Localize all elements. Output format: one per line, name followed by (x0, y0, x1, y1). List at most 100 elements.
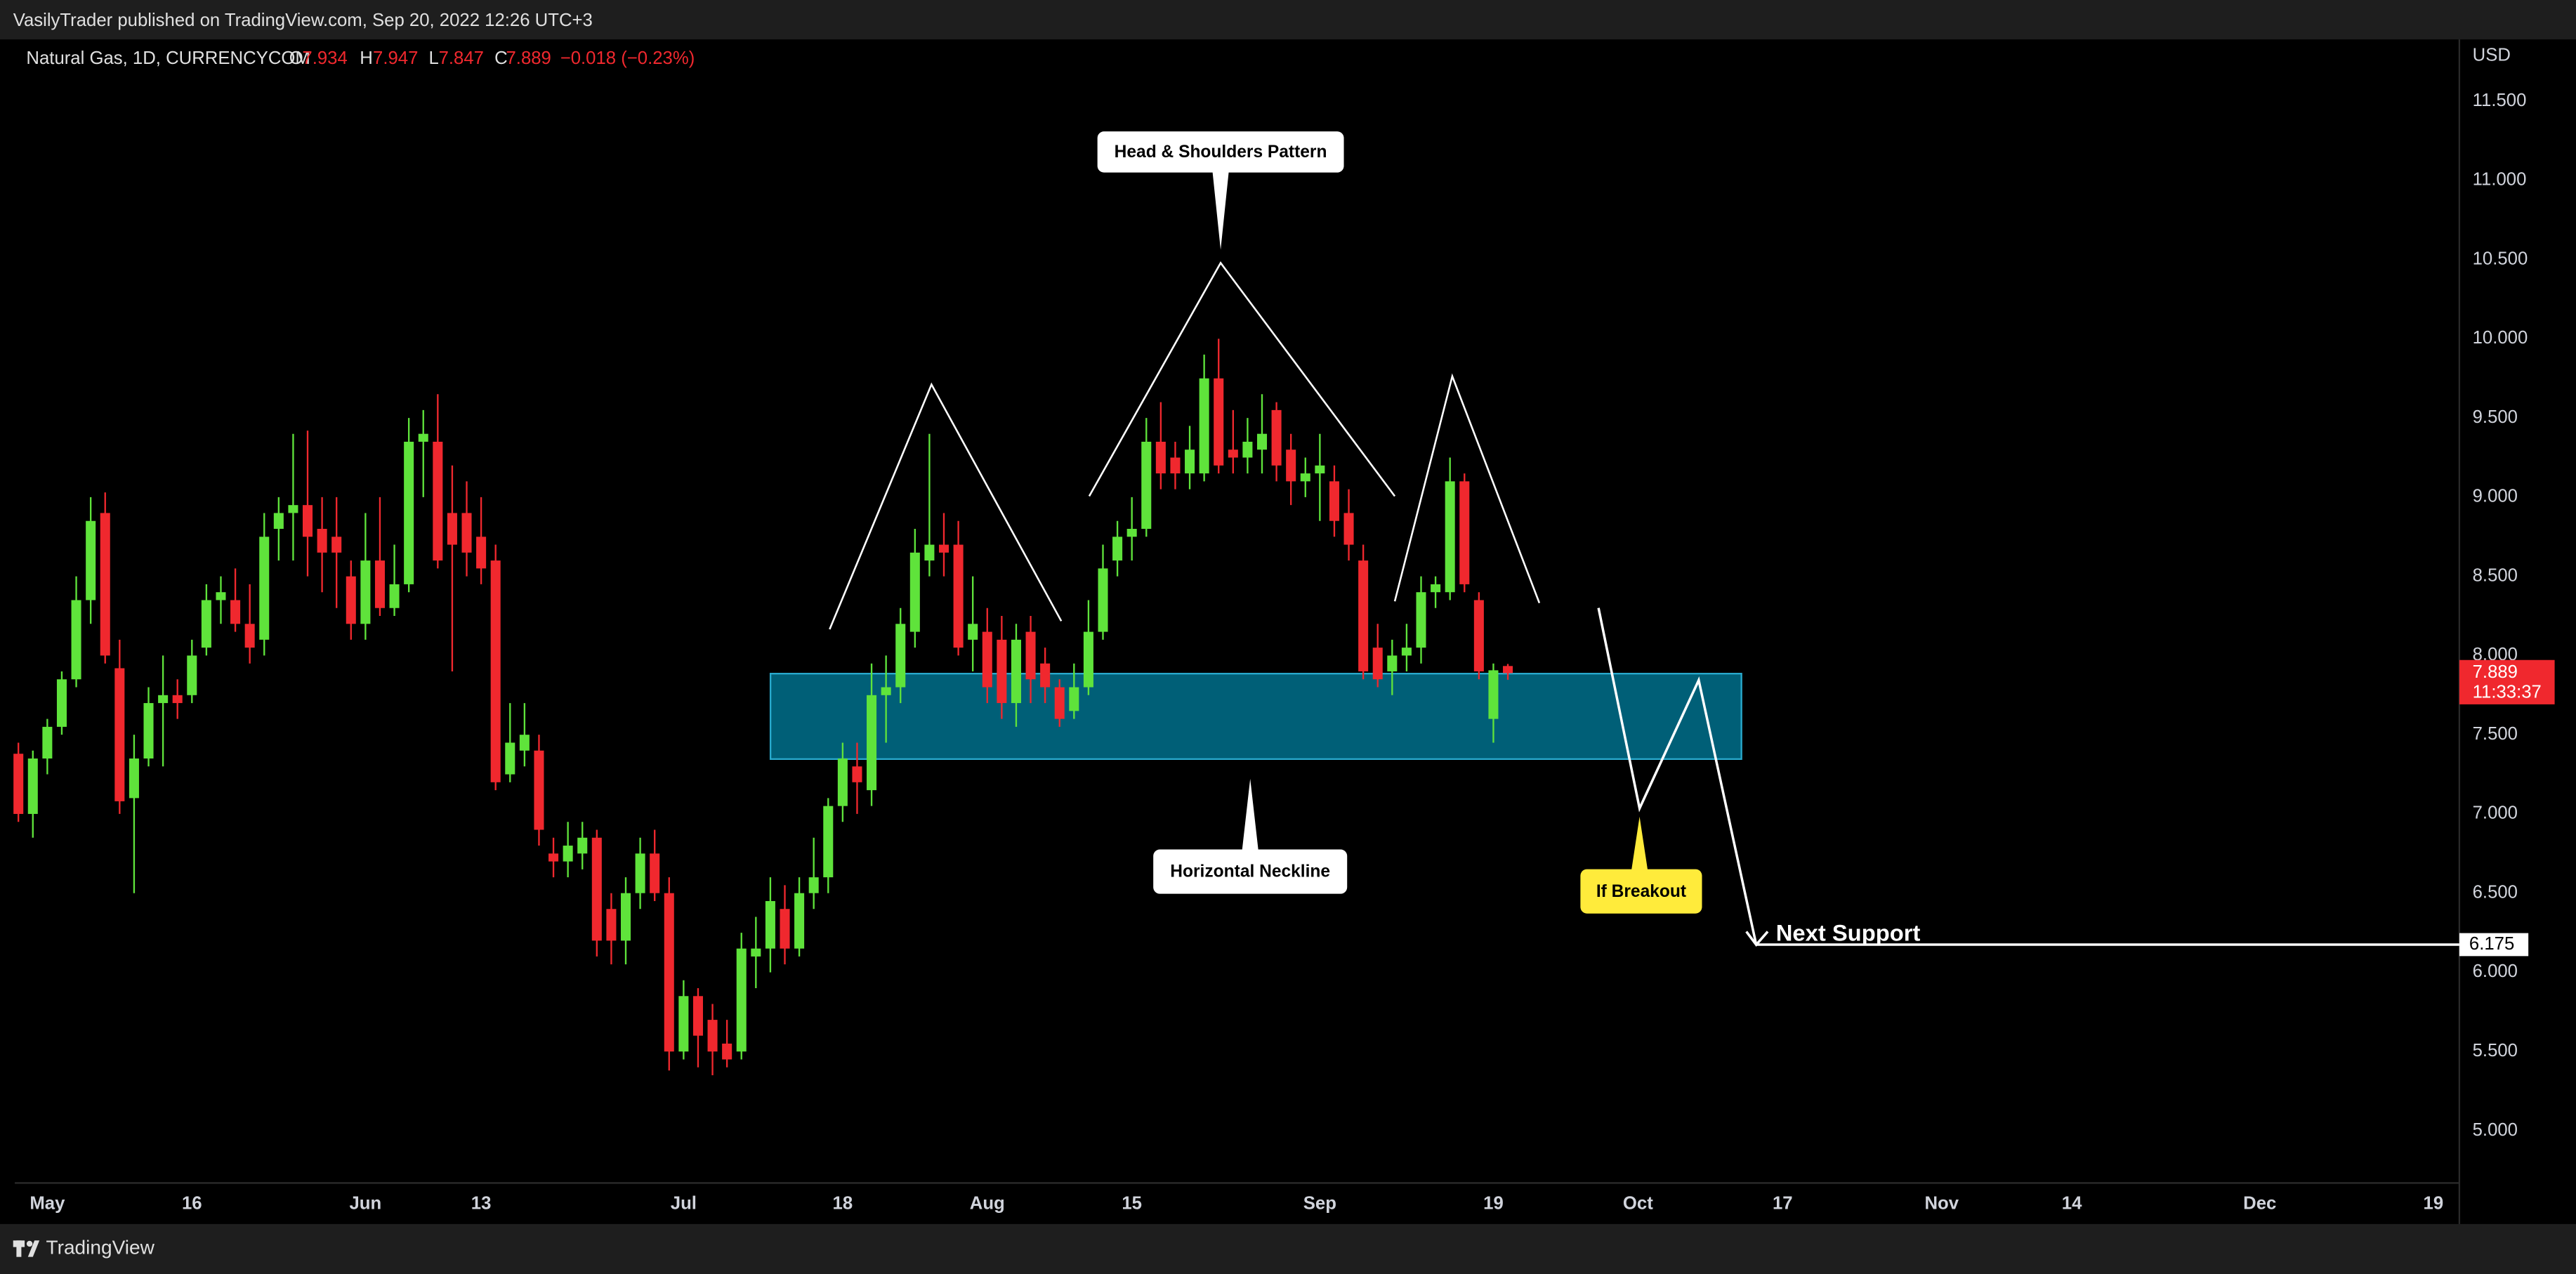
candle-body (823, 806, 834, 878)
candle-body (938, 544, 949, 553)
candle-body (867, 695, 877, 791)
top-bar (0, 0, 2576, 40)
candle-body (1315, 465, 1325, 474)
y-tick-label: 10.000 (2473, 328, 2528, 348)
candle-body (794, 893, 805, 949)
candle-body (997, 639, 1007, 704)
candle-body (808, 877, 819, 893)
candle-body (1256, 433, 1268, 450)
ohlc-letter: C (494, 48, 508, 68)
y-axis-label: USD (2473, 45, 2511, 65)
callout-box (1153, 849, 1348, 894)
candle-body (13, 754, 24, 814)
x-tick-label: Dec (2243, 1194, 2276, 1214)
candle-body (172, 695, 183, 704)
candle-body (56, 679, 67, 727)
callout-pointer (1242, 778, 1259, 851)
y-tick-label: 5.500 (2473, 1041, 2518, 1060)
price-tag-value: 7.889 (2473, 662, 2518, 682)
legend: Natural Gas, 1D, CURRENCYCOM O 7.934 H 7… (26, 48, 695, 68)
candle-body (534, 750, 544, 830)
head (1088, 261, 1396, 497)
candle-body (42, 726, 53, 759)
candle-body (953, 544, 964, 648)
neckline-callout: Horizontal Neckline (1153, 778, 1348, 894)
candle-body (1401, 648, 1412, 656)
candle-body (346, 576, 356, 624)
candle-body (722, 1043, 732, 1060)
callout-box (1097, 131, 1344, 173)
candle-body (1069, 687, 1079, 711)
candle-body (519, 735, 530, 751)
candle-body (1126, 529, 1137, 537)
y-tick-label: 11.500 (2473, 91, 2527, 110)
candle-body (1083, 631, 1093, 688)
neckline-zone (769, 672, 1742, 760)
brand: TradingView (46, 1236, 155, 1258)
candle-body (780, 909, 790, 949)
candle-body (837, 759, 848, 806)
x-tick-label: Sep (1303, 1194, 1336, 1214)
y-tick-label: 8.500 (2473, 565, 2518, 585)
high-value: 7.947 (373, 48, 418, 68)
y-tick-label: 5.000 (2473, 1120, 2518, 1140)
candle-body (100, 513, 110, 656)
candle-body (924, 544, 935, 561)
logo (13, 1240, 40, 1257)
x-tick-label: 17 (1773, 1194, 1793, 1214)
candle-body (1459, 481, 1470, 584)
candle-body (1185, 449, 1195, 474)
x-tick-label: 15 (1122, 1194, 1142, 1214)
logo-part (26, 1240, 33, 1247)
candle-body (273, 513, 284, 530)
candle-body (1170, 457, 1181, 474)
callout-pointer (1631, 816, 1648, 871)
x-tick-label: May (29, 1194, 65, 1214)
x-tick-label: 14 (2062, 1194, 2082, 1214)
candle-body (259, 537, 270, 640)
x-tick-label: 19 (1483, 1194, 1504, 1214)
y-tick-label: 6.500 (2473, 882, 2518, 902)
candle-body (1416, 592, 1426, 648)
candle-body (606, 909, 617, 941)
candle-body (1228, 449, 1238, 458)
candle-body (114, 668, 125, 801)
callout-pointer (1212, 171, 1229, 250)
support-label: Next Support (1776, 920, 1921, 946)
candle-body (360, 560, 371, 624)
candle-body (765, 900, 775, 949)
candle-body (1358, 560, 1369, 671)
candle-body (288, 505, 298, 513)
ohlc-letter: O (289, 48, 303, 68)
logo-part (27, 1240, 40, 1257)
y-tick-label: 7.000 (2473, 803, 2518, 823)
candle-body (1011, 639, 1021, 704)
candle-body (1431, 584, 1441, 593)
candle-body (331, 537, 342, 553)
pattern-lines (829, 261, 1769, 947)
candle-body (736, 948, 747, 1052)
candle-body (909, 552, 920, 632)
ohlc-letter: L (429, 48, 439, 68)
candle-body (1488, 670, 1499, 719)
change: −0.018 (−0.23%) (560, 48, 695, 68)
candle-body (86, 520, 96, 600)
candle-body (548, 853, 559, 862)
candle-body (881, 687, 891, 695)
pattern-callout: Head & Shoulders Pattern (1097, 131, 1344, 250)
candle-body (244, 624, 255, 648)
candle-body (1473, 600, 1484, 671)
candle-body (143, 703, 154, 759)
price-tag (2459, 659, 2555, 704)
candle-body (1141, 441, 1152, 530)
price-tag-countdown: 11:33:37 (2473, 682, 2542, 702)
candle-body (707, 1020, 718, 1052)
candle-body (968, 624, 978, 640)
candle-body (505, 742, 515, 775)
y-tick-label: 9.500 (2473, 407, 2518, 427)
candle-body (490, 560, 501, 782)
candle-body (418, 433, 428, 442)
x-tick-label: Oct (1623, 1194, 1653, 1214)
